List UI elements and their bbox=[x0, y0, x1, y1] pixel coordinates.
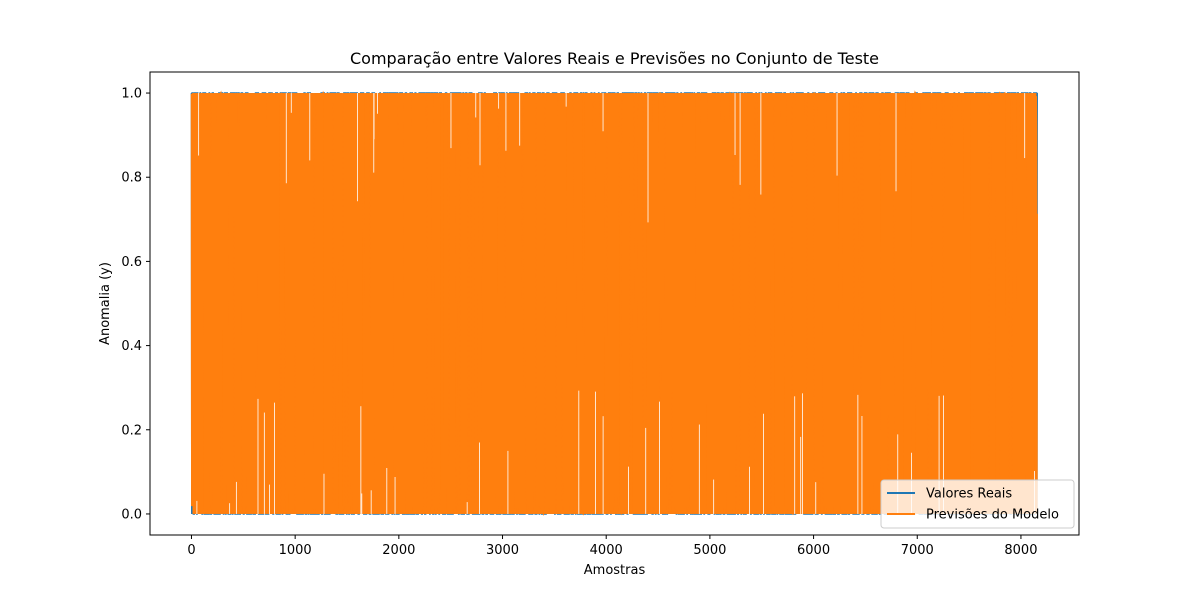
y-tick-label: 0.4 bbox=[121, 339, 142, 354]
x-tick-label: 8000 bbox=[1004, 543, 1037, 558]
chart-title: Comparação entre Valores Reais e Previsõ… bbox=[350, 49, 879, 68]
y-tick-label: 0.6 bbox=[121, 255, 142, 270]
y-axis-label: Anomalia (y) bbox=[98, 262, 113, 345]
y-tick-label: 0.0 bbox=[121, 507, 142, 522]
x-axis-label: Amostras bbox=[584, 563, 646, 578]
x-tick-label: 0 bbox=[187, 543, 195, 558]
x-tick-label: 3000 bbox=[486, 543, 519, 558]
x-tick-label: 5000 bbox=[693, 543, 726, 558]
y-tick-label: 0.2 bbox=[121, 423, 142, 438]
x-tick-label: 6000 bbox=[797, 543, 830, 558]
x-tick-label: 7000 bbox=[901, 543, 934, 558]
x-tick-label: 1000 bbox=[279, 543, 312, 558]
y-axis: 0.0 0.2 0.4 0.6 0.8 1.0 bbox=[121, 87, 150, 522]
x-tick-label: 4000 bbox=[590, 543, 623, 558]
x-axis: 0 1000 2000 3000 4000 5000 6000 7000 8000 bbox=[187, 535, 1037, 558]
plot-frame bbox=[149, 71, 1080, 536]
series-line-previsoes bbox=[190, 90, 1038, 517]
plot-area bbox=[190, 90, 1038, 517]
x-tick-label: 2000 bbox=[382, 543, 415, 558]
y-tick-label: 1.0 bbox=[121, 87, 142, 102]
legend-box bbox=[880, 479, 1075, 529]
legend-label-valores-reais: Valores Reais bbox=[926, 487, 1012, 502]
legend-label-previsoes: Previsões do Modelo bbox=[926, 508, 1059, 523]
y-tick-label: 0.8 bbox=[121, 171, 142, 186]
legend: Valores Reais Previsões do Modelo bbox=[880, 479, 1075, 529]
